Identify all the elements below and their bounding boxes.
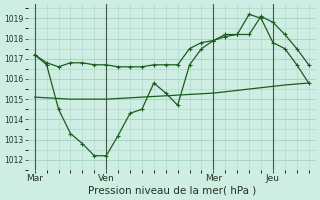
X-axis label: Pression niveau de la mer( hPa ): Pression niveau de la mer( hPa )	[88, 186, 256, 196]
